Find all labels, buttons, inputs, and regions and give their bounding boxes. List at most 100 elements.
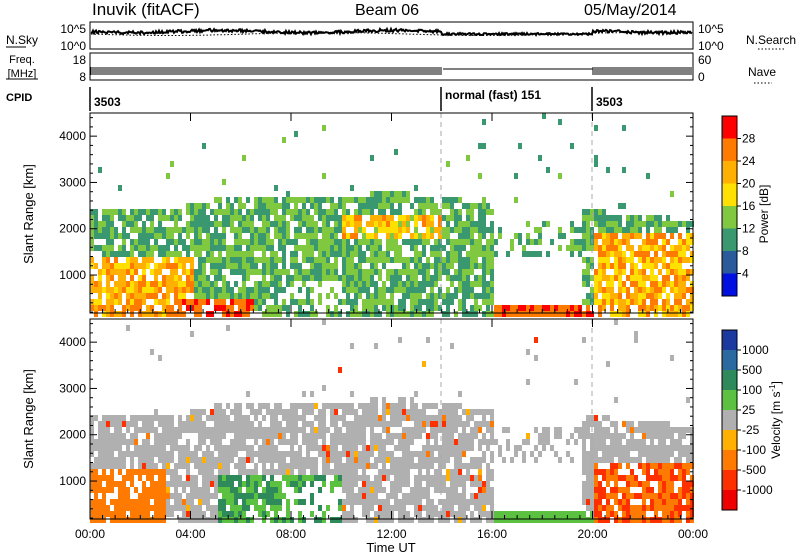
velocity-cell xyxy=(254,487,258,493)
velocity-cell xyxy=(170,445,174,451)
velocity-cell xyxy=(610,487,614,493)
velocity-cell xyxy=(282,415,286,421)
velocity-cell xyxy=(146,433,150,439)
velocity-cell xyxy=(614,463,618,469)
velocity-cell xyxy=(298,475,302,481)
power-cell xyxy=(330,197,334,203)
velocity-cell xyxy=(190,457,194,463)
velocity-cell xyxy=(458,499,462,505)
velocity-cell xyxy=(250,409,254,415)
velocity-cell xyxy=(214,493,218,499)
velocity-cell xyxy=(190,415,194,421)
velocity-cell xyxy=(450,487,454,493)
velocity-cell xyxy=(478,421,482,427)
velocity-cell xyxy=(690,457,694,463)
power-cell xyxy=(274,257,278,263)
velocity-cell xyxy=(442,403,446,409)
velocity-cell xyxy=(378,439,382,445)
power-cell xyxy=(334,215,338,221)
power-cell xyxy=(130,257,134,263)
power-cell xyxy=(486,293,490,299)
power-cell xyxy=(690,293,694,299)
power-colorbar-swatch-1 xyxy=(722,138,737,162)
power-cell xyxy=(462,233,466,239)
power-cell xyxy=(150,269,154,275)
power-cell xyxy=(294,233,298,239)
power-cell xyxy=(386,221,390,227)
velocity-cell xyxy=(234,451,238,457)
velocity-cell xyxy=(358,487,362,493)
power-cell xyxy=(198,305,202,311)
velocity-cell xyxy=(686,505,690,511)
power-cell xyxy=(206,203,210,209)
power-cell xyxy=(266,311,270,317)
velocity-cell xyxy=(614,511,618,517)
velocity-cell xyxy=(94,493,98,499)
power-cell xyxy=(250,227,254,233)
velocity-cell xyxy=(106,487,110,493)
power-cell xyxy=(158,215,162,221)
power-cell xyxy=(122,287,126,293)
velocity-cell xyxy=(238,433,242,439)
velocity-cell xyxy=(318,475,322,481)
velocity-cell xyxy=(230,493,234,499)
velocity-cell xyxy=(326,457,330,463)
power-cell xyxy=(234,251,238,257)
velocity-cell xyxy=(222,457,226,463)
velocity-cell xyxy=(202,409,206,415)
velocity-cell xyxy=(114,421,118,427)
velocity-cell xyxy=(458,433,462,439)
velocity-cell xyxy=(106,505,110,511)
power-cell xyxy=(186,233,190,239)
power-cell xyxy=(298,215,302,221)
beam-label: Beam 06 xyxy=(355,2,419,19)
power-cell xyxy=(582,275,586,281)
power-cell xyxy=(638,251,642,257)
power-cell xyxy=(674,251,678,257)
velocity-cell xyxy=(90,421,94,427)
power-cell xyxy=(186,245,190,251)
power-cell xyxy=(454,197,458,203)
velocity-cell xyxy=(186,505,190,511)
power-cell xyxy=(378,275,382,281)
velocity-cell xyxy=(158,511,162,517)
velocity-cell xyxy=(538,517,542,523)
velocity-cell xyxy=(190,493,194,499)
velocity-cell xyxy=(322,517,326,523)
velocity-cell xyxy=(346,445,350,451)
power-cell xyxy=(598,281,602,287)
velocity-cell xyxy=(682,475,686,481)
velocity-cell xyxy=(370,409,374,415)
power-cell xyxy=(318,203,322,209)
velocity-cell xyxy=(134,433,138,439)
power-cell xyxy=(330,239,334,245)
velocity-cell xyxy=(190,421,194,427)
power-cell xyxy=(318,239,322,245)
power-cell xyxy=(190,299,194,305)
velocity-cell xyxy=(402,439,406,445)
velocity-cell xyxy=(582,499,586,505)
velocity-cell xyxy=(358,415,362,421)
velocity-cell xyxy=(134,427,138,433)
power-cell xyxy=(90,209,94,215)
power-cell xyxy=(286,269,290,275)
velocity-cell xyxy=(382,409,386,415)
velocity-cell xyxy=(106,475,110,481)
velocity-cell xyxy=(374,415,378,421)
power-cell xyxy=(570,221,574,227)
power-cell xyxy=(242,251,246,257)
velocity-cell xyxy=(402,517,406,523)
power-cell xyxy=(266,221,270,227)
power-cell xyxy=(202,209,206,215)
power-cell xyxy=(350,185,354,191)
velocity-cell xyxy=(350,439,354,445)
velocity-cell xyxy=(342,403,346,409)
velocity-cell xyxy=(310,499,314,505)
power-cell xyxy=(190,221,194,227)
velocity-cell xyxy=(286,451,290,457)
velocity-cell xyxy=(378,445,382,451)
velocity-cell xyxy=(270,409,274,415)
velocity-cell xyxy=(470,481,474,487)
velocity-cell xyxy=(682,505,686,511)
